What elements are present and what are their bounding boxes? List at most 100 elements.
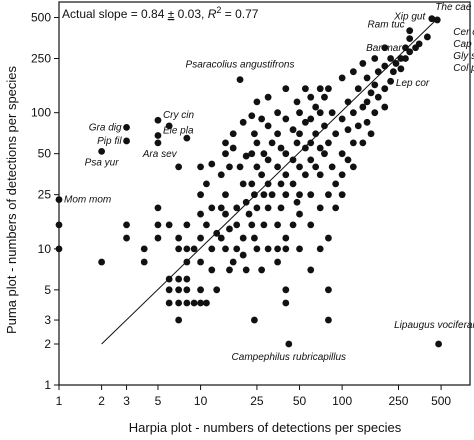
data-point bbox=[307, 221, 315, 229]
data-point bbox=[213, 229, 221, 237]
data-point bbox=[363, 98, 371, 106]
data-point bbox=[258, 171, 266, 179]
data-point bbox=[325, 85, 332, 93]
data-point bbox=[282, 299, 290, 307]
y-tick-label: 10 bbox=[38, 242, 52, 256]
data-point bbox=[98, 258, 106, 266]
data-point bbox=[293, 139, 301, 147]
data-point bbox=[197, 210, 204, 218]
species-annotation: Xip gut bbox=[393, 12, 426, 23]
data-point bbox=[264, 180, 272, 188]
data-point bbox=[349, 68, 357, 76]
data-point bbox=[296, 109, 303, 117]
data-point bbox=[389, 68, 397, 76]
data-point bbox=[344, 98, 352, 106]
data-point bbox=[332, 130, 340, 138]
data-point bbox=[307, 93, 315, 101]
x-tick-label: 100 bbox=[332, 394, 352, 408]
data-point bbox=[197, 234, 204, 242]
species-annotation: Ram tuc bbox=[367, 20, 404, 31]
data-point bbox=[264, 156, 272, 164]
data-point bbox=[381, 103, 389, 111]
data-point bbox=[371, 109, 379, 117]
data-point bbox=[363, 74, 371, 82]
data-point bbox=[293, 98, 301, 106]
x-axis-label: Harpia plot - numbers of detections per … bbox=[129, 420, 402, 435]
data-point bbox=[264, 204, 272, 212]
data-point bbox=[296, 163, 303, 171]
data-point bbox=[229, 144, 237, 152]
data-point bbox=[226, 163, 233, 171]
y-tick-label: 2 bbox=[44, 337, 51, 351]
data-point bbox=[282, 150, 290, 158]
data-point bbox=[253, 139, 261, 147]
y-tick-label: 3 bbox=[44, 313, 51, 327]
data-point bbox=[363, 118, 371, 126]
data-point bbox=[253, 204, 261, 212]
data-point bbox=[98, 147, 106, 155]
data-point bbox=[239, 180, 247, 188]
data-point bbox=[217, 204, 225, 212]
data-point bbox=[258, 266, 266, 274]
data-point bbox=[282, 85, 290, 93]
data-point bbox=[55, 196, 63, 203]
data-point bbox=[274, 163, 281, 171]
data-point bbox=[140, 258, 148, 266]
data-point bbox=[316, 85, 324, 93]
data-point bbox=[301, 118, 309, 126]
x-tick-label: 250 bbox=[388, 394, 408, 408]
data-point bbox=[253, 245, 261, 253]
data-point bbox=[222, 191, 229, 199]
data-point bbox=[274, 109, 281, 117]
data-point bbox=[222, 139, 229, 147]
data-point bbox=[371, 81, 379, 89]
data-point bbox=[222, 210, 229, 218]
data-point bbox=[222, 245, 229, 253]
data-point bbox=[268, 139, 276, 147]
x-tick-label: 1 bbox=[56, 394, 63, 408]
species-annotation: Lipaugus vociferans bbox=[394, 320, 474, 331]
data-point bbox=[203, 299, 210, 307]
data-point bbox=[239, 251, 247, 259]
data-point bbox=[296, 191, 303, 199]
data-point bbox=[226, 225, 233, 233]
data-point bbox=[260, 150, 268, 158]
data-point bbox=[338, 191, 346, 199]
data-point bbox=[354, 122, 362, 130]
data-point bbox=[349, 109, 357, 117]
data-point bbox=[406, 48, 414, 56]
data-point bbox=[251, 234, 258, 242]
data-point bbox=[245, 210, 253, 218]
species-annotation: Gra dig bbox=[89, 122, 122, 133]
y-tick-label: 250 bbox=[31, 52, 51, 66]
data-point bbox=[203, 221, 210, 229]
data-point bbox=[359, 103, 367, 111]
data-point bbox=[433, 16, 441, 24]
data-point bbox=[307, 191, 315, 199]
data-point bbox=[289, 221, 297, 229]
slope-r2-annotation: Actual slope = 0.84 ± 0.03, R2 = 0.77 bbox=[62, 5, 259, 21]
data-point bbox=[277, 144, 285, 152]
x-tick-label: 2 bbox=[98, 394, 105, 408]
data-point bbox=[338, 115, 346, 123]
data-point bbox=[367, 89, 375, 97]
x-tick-label: 5 bbox=[155, 394, 162, 408]
y-tick-label: 1 bbox=[44, 378, 51, 392]
data-point bbox=[312, 103, 320, 111]
data-point bbox=[213, 286, 221, 294]
data-point bbox=[183, 134, 191, 142]
data-point bbox=[338, 150, 346, 158]
data-point bbox=[359, 60, 367, 67]
data-point bbox=[197, 258, 204, 266]
data-point bbox=[236, 163, 244, 171]
data-point bbox=[268, 191, 276, 199]
data-point bbox=[381, 62, 389, 70]
axes bbox=[58, 1, 471, 386]
data-point bbox=[183, 245, 191, 253]
data-point bbox=[325, 286, 332, 294]
data-point bbox=[374, 68, 382, 76]
data-point bbox=[154, 139, 162, 147]
data-point bbox=[344, 126, 352, 134]
data-point bbox=[154, 234, 162, 242]
